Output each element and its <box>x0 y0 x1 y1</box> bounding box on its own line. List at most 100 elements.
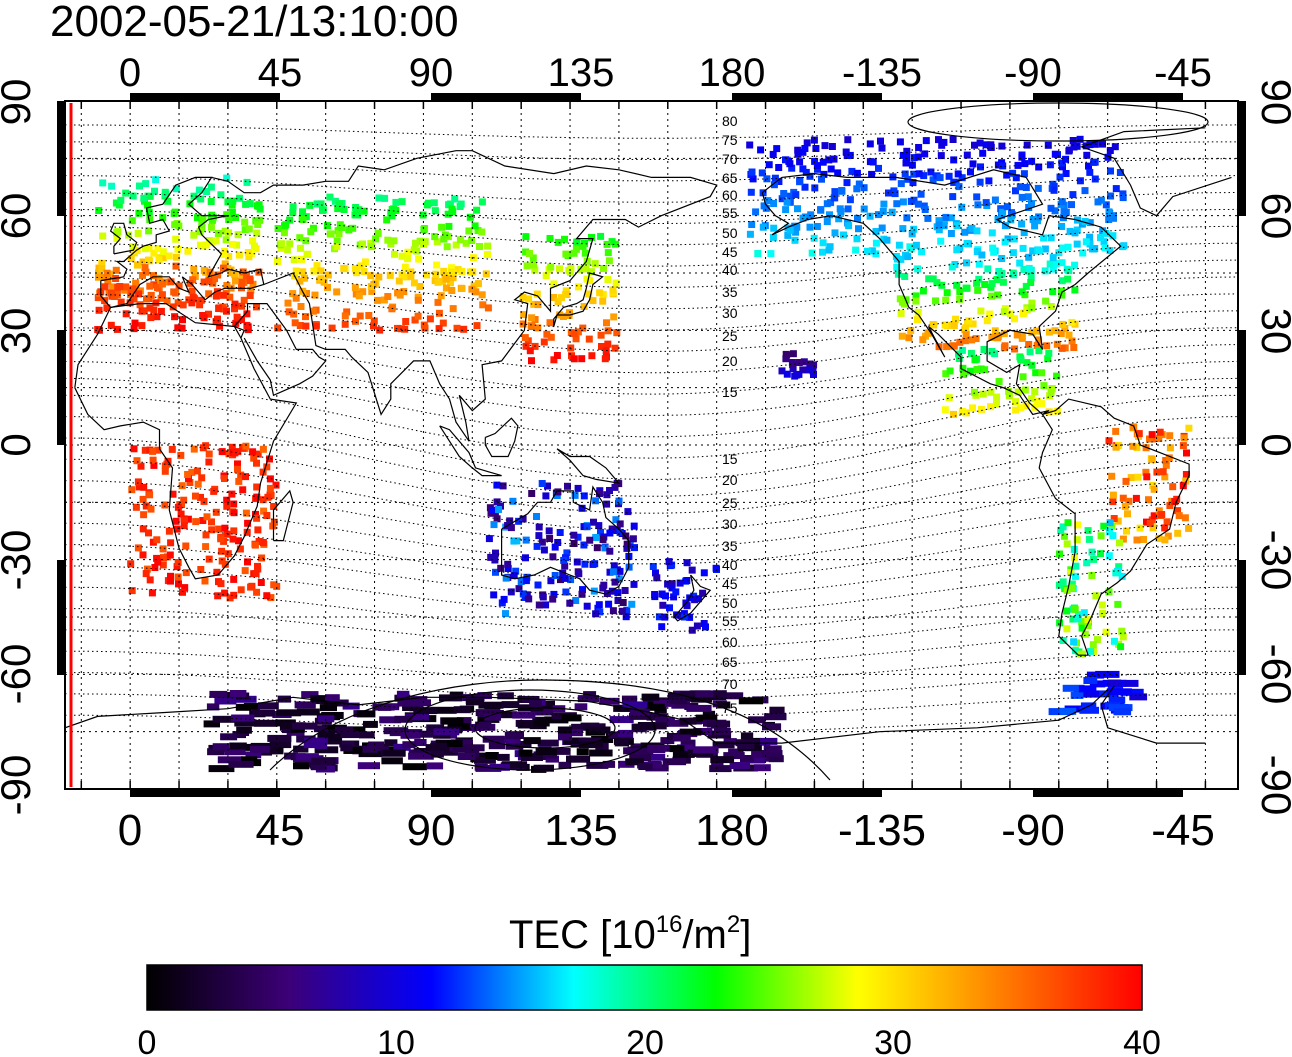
tec-point <box>134 478 142 486</box>
tec-point <box>662 758 687 766</box>
tec-point <box>599 290 607 298</box>
tec-point <box>394 715 413 723</box>
tec-point <box>1001 342 1009 350</box>
tec-point <box>976 139 984 147</box>
tec-point <box>641 693 660 701</box>
tec-point <box>866 212 874 220</box>
tec-point <box>561 574 569 582</box>
tec-point <box>447 279 454 287</box>
tec-point <box>414 296 422 304</box>
tec-point <box>1155 534 1163 542</box>
tec-point <box>982 199 990 207</box>
tec-point <box>401 263 409 271</box>
left-axis-labels: 90 60 30 0 -30 -60 -90 <box>0 79 39 816</box>
tec-point <box>610 562 618 570</box>
tec-point <box>500 595 508 603</box>
tec-point <box>765 161 773 169</box>
tec-point <box>1005 392 1013 400</box>
tec-point <box>747 188 755 196</box>
tec-point <box>208 216 216 224</box>
tec-point <box>1066 227 1074 235</box>
tec-point <box>585 290 593 298</box>
tec-point <box>630 522 638 530</box>
tec-point <box>209 690 228 698</box>
tec-point <box>259 468 267 476</box>
tec-point <box>591 260 599 268</box>
tec-point <box>245 751 262 759</box>
tec-point <box>655 717 669 725</box>
tec-point <box>788 164 796 172</box>
tec-point <box>199 312 207 319</box>
tec-point <box>1042 297 1050 305</box>
tec-point <box>1020 266 1028 273</box>
right-tick-label: -60 <box>1253 644 1292 705</box>
tec-point <box>583 257 591 265</box>
tec-point <box>592 497 600 505</box>
tec-point <box>238 302 246 310</box>
tec-point <box>228 443 236 451</box>
tec-point <box>206 268 214 276</box>
tec-point <box>1162 461 1170 469</box>
tec-point <box>912 297 920 305</box>
tec-point <box>534 324 542 332</box>
tec-point <box>167 577 174 585</box>
tec-point <box>140 194 148 202</box>
tec-point <box>285 308 293 316</box>
tec-point <box>231 277 239 285</box>
tec-point <box>235 703 252 711</box>
tec-point <box>1087 647 1094 655</box>
tec-point <box>919 287 927 295</box>
tec-point <box>973 227 981 235</box>
tec-point <box>961 228 969 236</box>
tec-point <box>577 265 585 273</box>
tec-point <box>515 585 523 593</box>
tec-point <box>1088 548 1096 556</box>
tec-point <box>172 517 180 525</box>
colorbar-tick-label: 40 <box>1123 1024 1161 1057</box>
tec-point <box>252 510 259 518</box>
tec-point <box>907 326 915 334</box>
tec-point <box>1102 229 1110 237</box>
tec-point <box>566 729 583 737</box>
tec-point <box>172 235 180 243</box>
tec-point <box>1040 382 1048 390</box>
tec-point <box>190 445 198 453</box>
magnetic-latitude-contour <box>65 344 1238 416</box>
tec-point <box>229 535 237 543</box>
tec-point <box>586 536 594 544</box>
tec-point <box>215 525 223 533</box>
tec-point <box>977 163 984 171</box>
tec-point <box>230 500 238 508</box>
tec-point <box>311 757 336 765</box>
contour-label: 55 <box>722 205 738 221</box>
tec-point <box>821 142 829 150</box>
tec-point <box>749 756 765 764</box>
tec-point <box>1106 147 1114 154</box>
tec-point <box>737 741 755 749</box>
tec-point <box>975 260 983 268</box>
tec-point <box>581 249 589 257</box>
colorbar-tick-label: 30 <box>874 1024 912 1057</box>
tec-point <box>425 199 432 207</box>
tec-point <box>902 159 910 167</box>
tec-point <box>165 252 173 260</box>
tec-point <box>572 597 580 604</box>
tec-point <box>611 578 619 586</box>
tec-point <box>179 588 186 596</box>
tec-point <box>956 288 964 296</box>
south-pole-contour-inner <box>474 707 616 749</box>
tec-point <box>142 570 150 578</box>
tec-point <box>570 531 578 539</box>
tec-point <box>866 140 874 148</box>
tec-point <box>225 229 232 237</box>
tec-point <box>810 371 817 378</box>
tec-point <box>557 576 564 584</box>
tec-point <box>525 595 533 603</box>
tec-point <box>468 237 475 244</box>
tec-point <box>583 523 591 531</box>
tec-point <box>231 305 238 313</box>
tec-point <box>901 273 909 280</box>
tec-point <box>1089 641 1097 649</box>
tec-point <box>943 289 951 297</box>
tec-point <box>291 319 299 327</box>
